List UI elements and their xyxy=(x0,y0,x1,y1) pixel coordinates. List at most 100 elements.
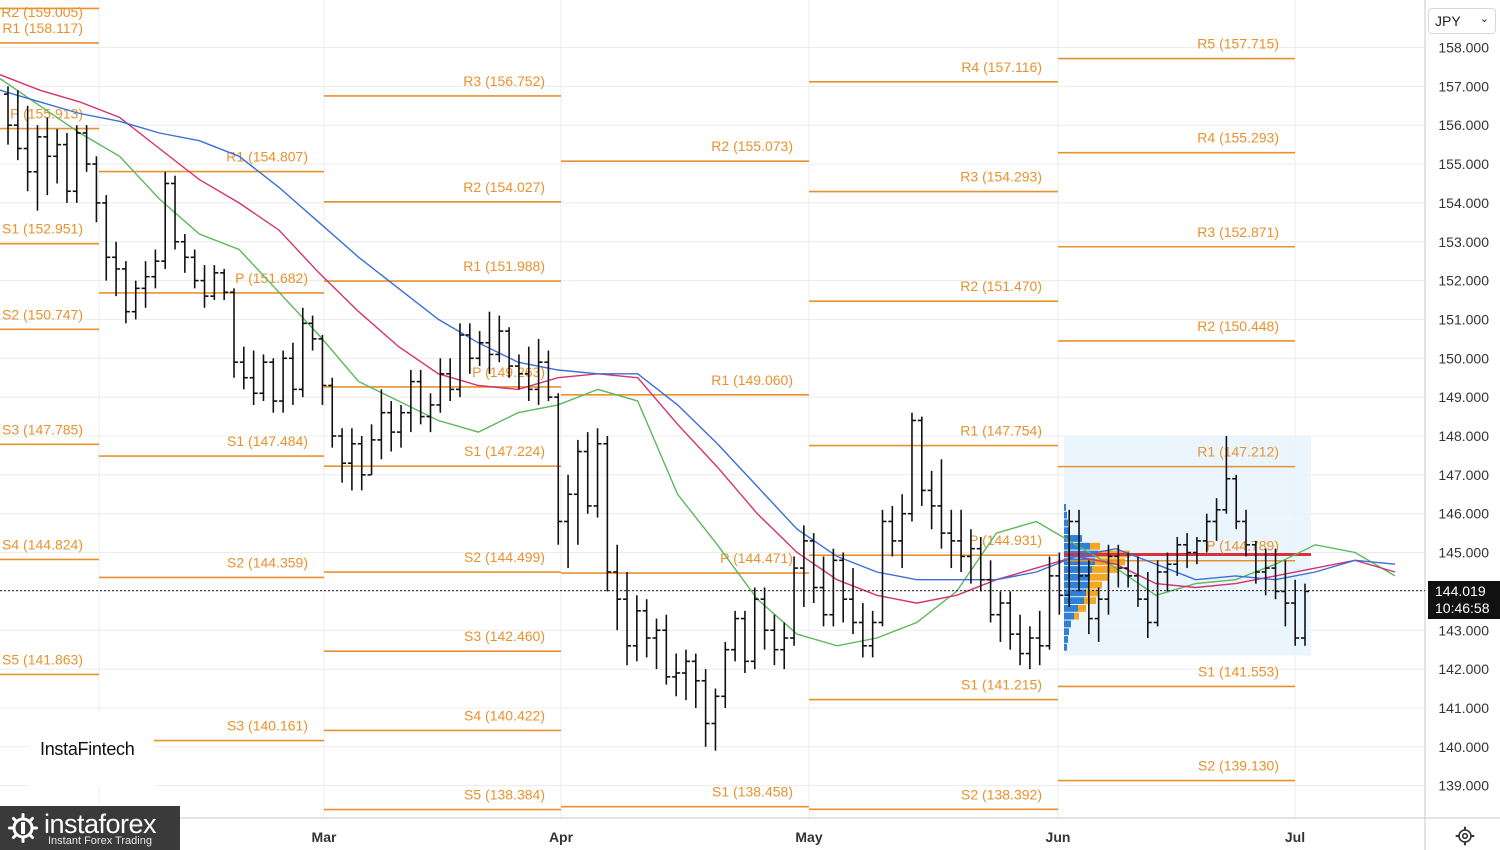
profile-bar-buy xyxy=(1064,581,1088,589)
ohlc-bar xyxy=(711,688,720,751)
pivot-label: R2 (155.073) xyxy=(711,138,793,154)
profile-bar-buy xyxy=(1064,636,1068,643)
profile-bar-buy xyxy=(1064,573,1090,581)
pivot-label: S2 (144.359) xyxy=(227,554,308,570)
ohlc-bar xyxy=(239,346,248,390)
moving-average-blue xyxy=(0,89,1396,581)
ohlc-bar xyxy=(475,331,484,367)
price-tick-label: 142.000 xyxy=(1438,661,1489,677)
ohlc-bar xyxy=(1163,552,1172,592)
ohlc-bar xyxy=(642,599,651,658)
currency-label: JPY xyxy=(1435,13,1461,29)
pivot-label: S2 (139.130) xyxy=(1198,758,1279,774)
price-axis[interactable]: 158.000 157.000 156.000 155.000 154.000 153.0… xyxy=(1438,40,1489,794)
ohlc-bar xyxy=(888,505,897,557)
profile-bar-buy xyxy=(1064,628,1069,636)
ohlc-bar xyxy=(318,334,327,405)
time-axis[interactable]: Mar Apr May Jun Jul xyxy=(312,829,1306,845)
profile-bar-buy xyxy=(1064,519,1068,527)
ohlc-bar xyxy=(1016,614,1025,666)
ohlc-bar xyxy=(131,280,140,320)
ohlc-bar xyxy=(416,369,425,425)
ohlc-bar xyxy=(514,354,523,390)
pivot-label: S2 (144.499) xyxy=(464,549,545,565)
ohlc-bar xyxy=(1035,610,1044,666)
ohlc-bar xyxy=(1173,537,1182,576)
ohlc-bar xyxy=(632,595,641,662)
chart-logo-box xyxy=(30,712,154,786)
profile-bar-sell xyxy=(1078,604,1086,612)
profile-bar-buy xyxy=(1064,503,1066,511)
moving-average-red xyxy=(0,74,1396,604)
ohlc-bar xyxy=(377,389,386,460)
chart-logo: InstaFintech xyxy=(40,739,135,759)
ohlc-bar xyxy=(740,610,749,673)
pivot-label: S3 (147.785) xyxy=(2,421,83,437)
ohlc-bar xyxy=(839,552,848,623)
ohlc-bar xyxy=(180,233,189,273)
currency-selector[interactable]: JPY ⌄ xyxy=(1428,8,1496,34)
ohlc-bar xyxy=(1202,513,1211,553)
ohlc-bar xyxy=(397,404,406,448)
profile-bar-sell xyxy=(1084,597,1096,604)
ohlc-bar xyxy=(1094,587,1103,642)
profile-bar-buy xyxy=(1064,535,1082,542)
ohlc-bar xyxy=(809,533,818,604)
ohlc-bar xyxy=(1251,540,1260,584)
ohlc-bar xyxy=(102,195,111,281)
ohlc-bar xyxy=(387,401,396,452)
pivot-label: R2 (154.027) xyxy=(463,179,545,195)
pivot-label: R1 (154.807) xyxy=(226,149,308,165)
pivot-label: S4 (144.824) xyxy=(2,536,83,552)
ohlc-bar xyxy=(721,641,730,708)
ohlc-bar xyxy=(966,529,975,584)
moving-averages xyxy=(0,74,1396,647)
pivot-label: P (151.682) xyxy=(235,270,308,286)
pivot-label: S4 (140.422) xyxy=(464,707,545,723)
ohlc-bar xyxy=(288,342,297,405)
ohlc-bar xyxy=(171,175,180,250)
ohlc-bar xyxy=(652,618,661,670)
ohlc-bar xyxy=(1281,560,1290,627)
ohlc-bar xyxy=(190,249,199,289)
ohlc-bar xyxy=(1271,548,1280,600)
pivot-label: S1 (152.951) xyxy=(2,221,83,237)
pivot-label: S2 (138.392) xyxy=(961,786,1042,802)
ohlc-bar xyxy=(1084,560,1093,635)
ohlc-bar xyxy=(583,432,592,514)
ohlc-bar xyxy=(829,548,838,627)
ohlc-bar xyxy=(210,265,219,301)
pivot-label: S1 (147.224) xyxy=(464,443,545,459)
ohlc-bar xyxy=(1133,556,1142,607)
price-bars xyxy=(4,86,1309,751)
ohlc-bar xyxy=(279,350,288,413)
settings-gear-icon[interactable] xyxy=(1455,826,1475,846)
price-tick-label: 149.000 xyxy=(1438,389,1489,405)
ohlc-bar xyxy=(868,610,877,658)
price-tick-label: 155.000 xyxy=(1438,156,1489,172)
ohlc-bar xyxy=(986,560,995,623)
ohlc-bar xyxy=(357,436,366,491)
pivot-label: R3 (154.293) xyxy=(960,169,1042,185)
ohlc-bar xyxy=(465,323,474,374)
ohlc-bar xyxy=(43,117,52,196)
ohlc-bar xyxy=(858,603,867,658)
ohlc-bar xyxy=(151,249,160,289)
pivot-label: S1 (141.553) xyxy=(1198,663,1279,679)
ohlc-bar xyxy=(750,587,759,670)
ohlc-bar xyxy=(446,358,455,402)
ohlc-bar xyxy=(338,428,347,483)
moving-average-green xyxy=(0,78,1396,647)
price-tick-label: 158.000 xyxy=(1438,40,1489,56)
ohlc-bar xyxy=(298,307,307,398)
pivot-label: R2 (150.448) xyxy=(1197,318,1279,334)
pivot-label: R3 (156.752) xyxy=(463,73,545,89)
profile-bar-buy xyxy=(1064,620,1071,628)
ohlc-bar xyxy=(799,525,808,607)
ohlc-bar xyxy=(554,393,563,545)
pivot-label: P (144.789) xyxy=(1206,538,1279,554)
current-price-value: 144.019 xyxy=(1435,583,1486,599)
ohlc-bar xyxy=(573,439,582,545)
pivot-label: P (144.931) xyxy=(969,532,1042,548)
